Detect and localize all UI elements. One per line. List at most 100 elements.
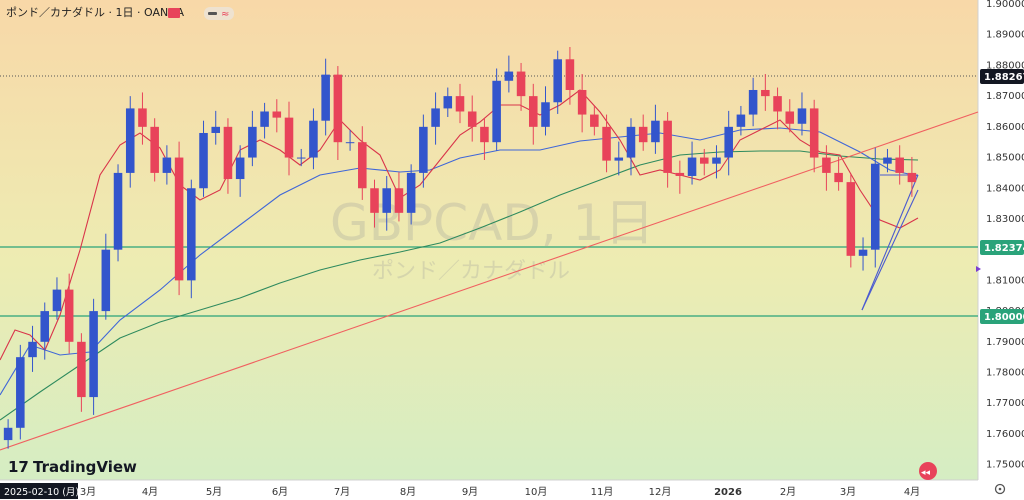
candle-body	[321, 74, 330, 121]
candle	[858, 237, 868, 271]
candle	[809, 99, 819, 173]
time-tick-3: 6月	[272, 486, 288, 498]
minus-icon[interactable]	[208, 12, 217, 15]
candle	[577, 74, 587, 133]
time-tick-9: 12月	[649, 486, 672, 498]
svg-text:◂◂: ◂◂	[921, 468, 931, 478]
plot-background	[0, 0, 978, 480]
time-axis[interactable]	[0, 480, 978, 500]
candle	[651, 104, 660, 154]
candle-body	[638, 126, 648, 143]
candle	[419, 114, 428, 188]
header: ポンド／カナダドル · 1日 · OANDA ≈	[6, 5, 234, 20]
candle	[736, 105, 746, 136]
candle-body	[199, 132, 208, 189]
price-tick-4: 1.79000	[986, 337, 1024, 348]
scroll-marker-icon[interactable]	[976, 266, 981, 272]
tradingview-logo: 17 TradingView	[8, 458, 137, 476]
candle-body	[16, 357, 25, 428]
candle	[748, 77, 758, 127]
candle	[699, 148, 709, 176]
candle	[3, 419, 13, 449]
wave-icon[interactable]: ≈	[221, 9, 229, 20]
candle	[516, 62, 526, 111]
candle-body	[333, 74, 343, 143]
candle-body	[125, 108, 135, 173]
candle-body	[712, 157, 721, 164]
candle-body	[455, 96, 465, 112]
candle-body	[284, 117, 294, 158]
candle-body	[541, 102, 550, 127]
price-tick-9: 1.84000	[986, 183, 1024, 194]
rewind-icon[interactable]: ◂◂	[919, 462, 937, 480]
candle-body	[675, 172, 685, 176]
triangle-side-line[interactable]	[861, 174, 919, 311]
candle	[28, 325, 37, 372]
candle-body	[64, 289, 74, 342]
candle-body	[296, 157, 306, 159]
candle	[223, 118, 233, 194]
time-tick-0: 3月	[80, 486, 96, 498]
candle-body	[467, 111, 477, 127]
price-tick-11: 1.86000	[986, 122, 1024, 133]
candle	[467, 95, 477, 142]
candle	[394, 172, 404, 222]
header-pill[interactable]	[204, 7, 234, 20]
candle	[565, 46, 575, 105]
candle	[358, 126, 367, 200]
candle-body	[834, 172, 843, 183]
candle	[101, 233, 111, 320]
candle-body	[211, 126, 221, 133]
crosshair-date: 2025-02-10 (月)	[0, 483, 79, 499]
candle	[590, 105, 599, 136]
candle-body	[895, 157, 904, 173]
candle-body	[504, 71, 514, 81]
candle-body	[785, 111, 795, 124]
candle	[406, 164, 416, 225]
candle	[333, 66, 343, 161]
candle	[162, 145, 172, 185]
price-tick-6: 1.81000	[986, 275, 1024, 286]
candle-body	[394, 188, 404, 213]
candle-body	[113, 172, 123, 250]
candle	[761, 74, 770, 111]
candle-body	[443, 96, 453, 109]
candle	[52, 277, 62, 320]
price-tick-2: 1.77000	[986, 398, 1024, 409]
candle-body	[565, 59, 575, 90]
candle-body	[773, 96, 782, 112]
candle-body	[89, 311, 98, 398]
candle-body	[883, 157, 892, 164]
ma-short-line	[0, 89, 919, 361]
candle	[77, 333, 86, 412]
candle	[455, 83, 465, 124]
candle	[822, 145, 831, 191]
candle	[296, 148, 306, 167]
time-tick-11: 2月	[780, 486, 796, 498]
time-tick-5: 8月	[400, 486, 416, 498]
candle	[431, 92, 440, 145]
candle	[89, 298, 98, 415]
candle	[834, 156, 843, 191]
watermark-name: ポンド／カナダドル	[372, 259, 570, 284]
candle	[492, 68, 501, 151]
gear-icon[interactable]	[994, 483, 1006, 495]
candle	[443, 87, 453, 118]
candle-body	[626, 126, 636, 158]
uptrend-line[interactable]	[0, 111, 979, 451]
candle	[907, 156, 917, 197]
triangle-lower-line[interactable]	[861, 189, 919, 311]
level-price-label: 1.80000	[984, 312, 1024, 323]
candle	[345, 129, 355, 151]
candle	[541, 86, 550, 136]
candle	[382, 175, 391, 231]
candle	[64, 273, 74, 354]
price-tick-15: 1.90000	[986, 0, 1024, 10]
candle-body	[174, 157, 184, 281]
candle-body	[724, 126, 733, 158]
candle-body	[480, 126, 489, 143]
chart-title: ポンド／カナダドル · 1日 · OANDA	[6, 5, 184, 19]
candle	[138, 92, 147, 145]
candle	[125, 96, 135, 188]
